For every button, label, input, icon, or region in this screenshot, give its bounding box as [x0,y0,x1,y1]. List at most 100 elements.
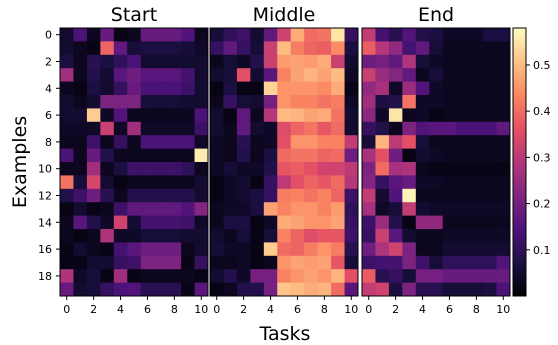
heatmap-cell [86,54,101,69]
heatmap-cell [456,81,471,96]
heatmap-cell [250,148,265,163]
heatmap-cell [317,28,332,42]
heatmap-cell [127,162,142,176]
y-tick-label: 10 [38,163,52,176]
heatmap-cell [375,68,390,82]
heatmap-cell [277,242,292,257]
heatmap-cell [250,282,265,297]
heatmap-cell [100,54,115,69]
x-tick-label: 0 [213,303,220,316]
panel-frame [209,27,359,297]
heatmap-cell [86,162,101,176]
heatmap-cell [86,68,101,82]
heatmap-cell [127,108,142,123]
heatmap-cell [402,255,417,270]
heatmap-cell [113,215,128,230]
heatmap-cell [344,68,359,82]
heatmap-cell [496,175,511,190]
heatmap-cell [73,188,88,203]
heatmap-cell [154,202,169,216]
x-tick-label: 8 [171,303,178,316]
heatmap-cell [469,148,484,163]
heatmap-cell [181,108,195,123]
heatmap-cell [483,229,497,243]
heatmap-cell [236,28,251,42]
heatmap-cell [496,148,511,163]
heatmap-cell [442,135,457,149]
heatmap-cell [250,135,265,149]
heatmap-cell [250,229,265,243]
heatmap-cell [415,28,430,42]
heatmap-cell [263,188,278,203]
heatmap-cell [60,229,74,243]
heatmap-cell [402,215,417,230]
panel-middle: Middle 0 2 4 6 8 10 [209,4,359,316]
heatmap-cell [344,148,359,163]
heatmap-cell [344,269,359,283]
heatmap-cell [86,215,101,230]
heatmap-cell [210,121,224,136]
heatmap-cell [456,148,471,163]
heatmap-cell [429,54,444,69]
heatmap-cell [100,269,115,283]
heatmap-cell [469,108,484,123]
heatmap-cell [415,162,430,176]
heatmap-cell [304,175,319,190]
heatmap-cell [127,68,142,82]
heatmap-cell [415,202,430,216]
heatmap-cell [469,121,484,136]
heatmap-cell [73,162,88,176]
heatmap-cell [496,202,511,216]
heatmap-cell [331,282,345,297]
heatmap-cell [60,269,74,283]
heatmap-cell [496,162,511,176]
heatmap-cell [415,135,430,149]
heatmap-cell [456,242,471,257]
heatmap-cell [429,202,444,216]
heatmap-cell [388,54,403,69]
heatmap-cell [277,162,292,176]
heatmap-cell [375,175,390,190]
heatmap-cell [140,95,155,109]
heatmap-cell [100,28,115,42]
heatmap-cell [456,255,471,270]
x-tick-label: 2 [90,303,97,316]
heatmap-cell [304,121,319,136]
heatmap-cell [210,54,224,69]
x-tick-label: 6 [294,303,301,316]
heatmap-cell [456,215,471,230]
heatmap-cell [194,215,209,230]
heatmap-cell [442,242,457,257]
heatmap-cell [442,81,457,96]
heatmap-cell [469,135,484,149]
heatmap-cell [223,202,238,216]
heatmap-cell [317,188,332,203]
heatmap-cell [127,28,142,42]
heatmap-cell [331,81,345,96]
y-tick-label: 8 [45,136,52,149]
x-tick-label: 6 [144,303,151,316]
heatmap-cell [317,215,332,230]
heatmap-cell [236,162,251,176]
heatmap-cell [496,108,511,123]
heatmap-cell [60,81,74,96]
heatmap-cell [483,255,497,270]
heatmap-cell [331,242,345,257]
heatmap-cell [60,54,74,69]
heatmap-cell [331,121,345,136]
heatmap-cell [60,162,74,176]
heatmap-cell [181,41,195,56]
heatmap-cell [402,242,417,257]
heatmap-cell [290,229,305,243]
heatmap-cell [140,242,155,257]
heatmap-cell [304,68,319,82]
heatmap-cell [236,188,251,203]
heatmap-cell [194,162,209,176]
heatmap-cell [140,148,155,163]
heatmap-cell [469,269,484,283]
heatmap-cell [344,54,359,69]
heatmap-cell [277,269,292,283]
heatmap-cell [429,121,444,136]
heatmap-cell [250,41,265,56]
heatmap-cell [100,68,115,82]
